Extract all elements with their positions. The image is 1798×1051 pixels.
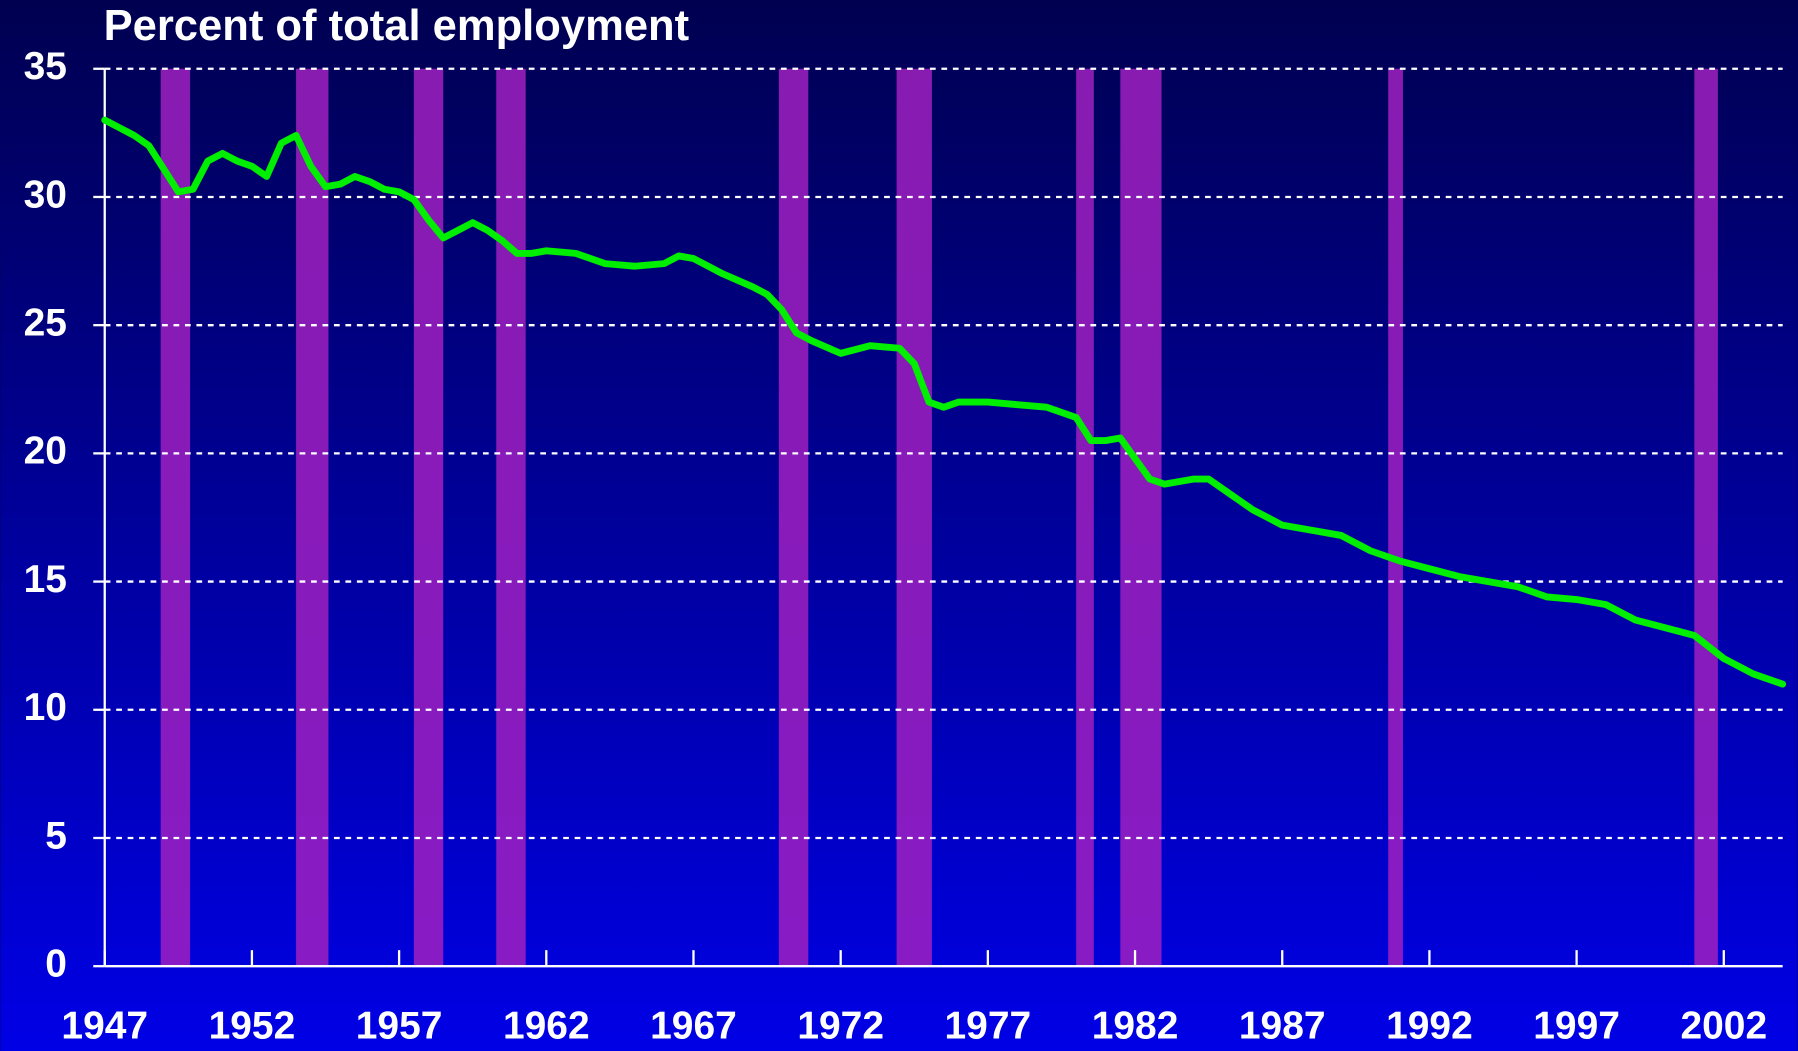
y-tick-label: 10 xyxy=(24,686,67,729)
data-line xyxy=(101,116,1787,688)
y-tick-label: 30 xyxy=(24,173,67,216)
x-tick-label: 1987 xyxy=(1239,1004,1326,1047)
x-tick-label: 1972 xyxy=(797,1004,884,1047)
y-tick-label: 0 xyxy=(45,942,67,985)
x-tick-label: 1977 xyxy=(945,1004,1032,1047)
recession-band xyxy=(896,68,932,967)
recession-band xyxy=(778,68,809,967)
x-tick-label: 1947 xyxy=(61,1004,148,1047)
y-tick-label: 15 xyxy=(24,558,67,601)
x-tick-label: 1952 xyxy=(209,1004,296,1047)
x-tick-label: 1962 xyxy=(503,1004,590,1047)
recession-band xyxy=(1076,68,1094,967)
x-tick-label: 1982 xyxy=(1092,1004,1179,1047)
x-tick-label: 1957 xyxy=(356,1004,443,1047)
x-tick-label: 1967 xyxy=(650,1004,737,1047)
recession-band xyxy=(496,68,526,967)
recession-band xyxy=(1120,68,1162,967)
recession-band xyxy=(296,68,329,967)
x-tick-label: 1992 xyxy=(1386,1004,1473,1047)
chart-title: Percent of total employment xyxy=(104,2,690,50)
y-tick-label: 20 xyxy=(24,430,67,473)
recession-band xyxy=(160,68,191,967)
recession-band xyxy=(1388,68,1403,967)
y-tick-label: 25 xyxy=(24,301,67,344)
x-tick-label: 1997 xyxy=(1533,1004,1620,1047)
y-tick-label: 5 xyxy=(45,814,67,857)
recession-band xyxy=(1694,68,1718,967)
y-tick-label: 35 xyxy=(24,45,67,88)
x-tick-label: 2002 xyxy=(1680,1004,1767,1047)
